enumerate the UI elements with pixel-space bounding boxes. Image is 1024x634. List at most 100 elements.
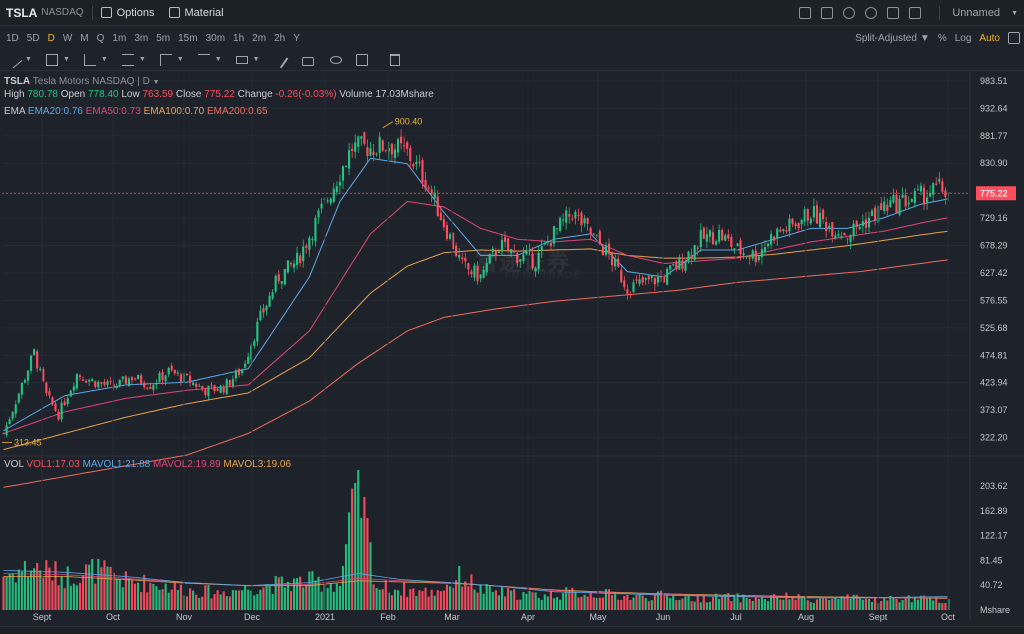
volume-bar	[103, 560, 106, 610]
volume-bar	[271, 594, 274, 610]
volume-bar	[268, 586, 271, 610]
arrow-icon[interactable]	[159, 53, 172, 66]
lock-icon[interactable]	[301, 56, 314, 66]
candle	[289, 262, 293, 265]
period-5m[interactable]: 5m	[156, 32, 171, 44]
rectangle-icon[interactable]	[45, 53, 58, 66]
measure-icon[interactable]	[235, 55, 248, 64]
period-2m[interactable]: 2m	[252, 32, 267, 44]
edit-icon[interactable]	[821, 7, 834, 19]
chevron-down-icon[interactable]: ▼	[176, 56, 184, 63]
price-tick-label: 881.77	[980, 131, 1008, 141]
volume-bar	[797, 594, 800, 610]
auto-toggle[interactable]: Auto	[979, 32, 1000, 44]
ema-label[interactable]: EMA	[4, 106, 26, 117]
candle	[36, 351, 39, 369]
refresh-icon[interactable]	[843, 7, 856, 19]
watermark: 富途证券	[475, 250, 572, 275]
candle	[2, 433, 5, 435]
period-30m[interactable]: 30m	[205, 32, 226, 44]
candle	[919, 185, 923, 192]
candle	[849, 234, 852, 242]
volume-bar	[812, 603, 815, 610]
chevron-down-icon[interactable]: ▼	[62, 56, 70, 63]
volume-bar	[33, 568, 36, 610]
volume-bar	[17, 569, 20, 610]
grid-icon[interactable]	[909, 7, 922, 19]
chevron-down-icon[interactable]: ▼	[919, 32, 930, 44]
price-tick-label: 322.20	[980, 433, 1008, 443]
volume-bar	[60, 576, 63, 610]
candle	[708, 230, 712, 237]
chevron-down-icon[interactable]: ▼	[214, 56, 222, 63]
price-tick-label: 576.55	[980, 295, 1008, 305]
candle	[644, 277, 647, 280]
volume-bar	[152, 583, 155, 610]
period-d[interactable]: D	[47, 32, 55, 44]
fibonacci-icon[interactable]	[121, 53, 134, 66]
eye-icon[interactable]	[329, 55, 342, 64]
candle	[103, 381, 106, 385]
chart-type-icon[interactable]	[799, 7, 812, 19]
period-w[interactable]: W	[62, 32, 73, 44]
period-5d[interactable]: 5D	[26, 32, 40, 44]
options-button[interactable]: Options	[100, 7, 155, 19]
time-tick-label: Oct	[106, 612, 121, 622]
volume-bar	[760, 595, 763, 610]
chevron-down-icon[interactable]: ▼	[152, 79, 160, 86]
chevron-down-icon[interactable]: ▼	[138, 56, 146, 63]
chevron-down-icon[interactable]: ▼	[1011, 9, 1018, 17]
volume-bar	[763, 599, 767, 610]
material-button[interactable]: Material	[168, 7, 224, 19]
candle	[357, 136, 360, 147]
candle	[678, 257, 681, 270]
log-toggle[interactable]: Log	[954, 32, 972, 44]
fullscreen-icon[interactable]	[1008, 32, 1020, 44]
chevron-down-icon[interactable]: ▼	[252, 56, 260, 63]
period-m[interactable]: M	[80, 32, 89, 44]
pattern-icon[interactable]	[83, 53, 96, 66]
volume-bar	[363, 497, 366, 610]
period-q[interactable]: Q	[96, 32, 105, 44]
volume-bar	[883, 597, 886, 610]
user-dropdown[interactable]: Unnamed	[952, 7, 1001, 19]
symbol-label[interactable]: TSLA	[6, 5, 38, 20]
candle	[886, 204, 889, 211]
text-icon[interactable]	[197, 53, 210, 66]
candle	[29, 355, 33, 371]
candle	[344, 165, 348, 167]
candle	[494, 250, 497, 255]
volume-bar	[439, 591, 442, 610]
period-15m[interactable]: 15m	[178, 32, 198, 44]
trash-icon[interactable]	[389, 53, 400, 66]
period-1m[interactable]: 1m	[112, 32, 127, 44]
period-1d[interactable]: 1D	[6, 32, 19, 44]
candle	[718, 229, 721, 242]
volume-bar	[292, 578, 296, 610]
candle	[837, 234, 840, 236]
copy-icon[interactable]	[355, 53, 368, 66]
candle	[20, 382, 23, 395]
settings-icon[interactable]	[865, 7, 878, 19]
candle	[161, 371, 164, 381]
candle	[412, 164, 415, 167]
volume-bar	[507, 588, 510, 610]
volume-bar	[5, 576, 8, 610]
chevron-down-icon[interactable]: ▼	[100, 56, 108, 63]
vol-label[interactable]: VOL	[4, 459, 24, 470]
volume-bar	[146, 592, 149, 610]
percent-toggle[interactable]: %	[937, 32, 947, 44]
volume-bar	[825, 598, 828, 610]
candle	[124, 376, 127, 384]
chevron-down-icon[interactable]: ▼	[25, 56, 32, 63]
layout-icon[interactable]	[887, 7, 900, 19]
period-3m[interactable]: 3m	[134, 32, 149, 44]
volume-bar	[941, 603, 944, 610]
candle	[372, 151, 375, 155]
split-adjusted-dropdown[interactable]: Split-Adjusted	[855, 32, 917, 44]
period-1h[interactable]: 1h	[233, 32, 245, 44]
period-2h[interactable]: 2h	[274, 32, 286, 44]
period-y[interactable]: Y	[293, 32, 300, 44]
quote-name[interactable]: Tesla Motors NASDAQ | D	[32, 76, 150, 87]
